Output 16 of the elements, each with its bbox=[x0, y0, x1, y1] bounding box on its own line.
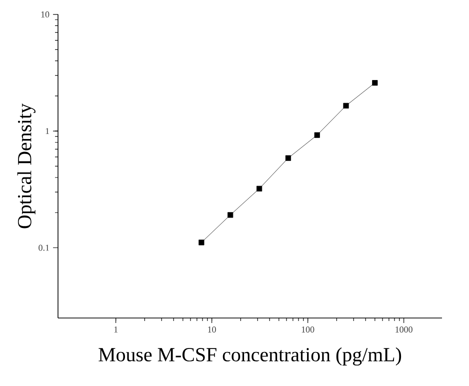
y-tick-label: 0.1 bbox=[38, 244, 49, 251]
y-tick-label: 1 bbox=[46, 128, 49, 134]
x-tick-label: 1000 bbox=[396, 326, 412, 333]
y-axis-title: Optical Density bbox=[17, 103, 36, 228]
x-axis-title: Mouse M-CSF concentration (pg/mL) bbox=[98, 347, 402, 366]
y-tick-label: 10 bbox=[41, 11, 50, 18]
point bbox=[372, 80, 378, 86]
point bbox=[256, 186, 262, 192]
point bbox=[343, 102, 349, 108]
point bbox=[228, 212, 234, 218]
point bbox=[285, 155, 291, 161]
x-tick-label: 1 bbox=[114, 326, 118, 332]
x-tick-label: 10 bbox=[208, 326, 216, 333]
point bbox=[314, 132, 320, 138]
x-tick-label: 100 bbox=[302, 326, 314, 333]
point bbox=[198, 240, 204, 246]
